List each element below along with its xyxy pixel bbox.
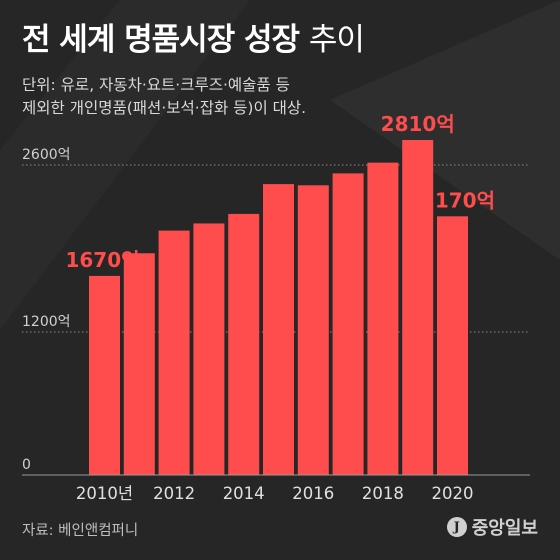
title-light: 추이 xyxy=(308,22,365,58)
bar-2020 xyxy=(437,216,468,475)
subtitle-line-2: 제외한 개인명품(패션·보석·잡화 등)이 대상. xyxy=(22,99,307,117)
bar-2016 xyxy=(297,185,329,475)
data-label-2010: 1670억 xyxy=(65,248,139,272)
y-tick-label: 2600억 xyxy=(22,147,71,163)
bar-2013 xyxy=(193,223,225,475)
publisher-logo: J 중앙일보 xyxy=(446,514,538,540)
title-bold: 전 세계 명품시장 성장 xyxy=(22,22,300,58)
y-tick-label: 1200억 xyxy=(22,314,71,330)
bar-2018 xyxy=(367,162,399,475)
bar-2017 xyxy=(332,173,364,475)
x-tick-label: 2014 xyxy=(223,484,265,503)
bar-2019 xyxy=(402,140,434,475)
subtitle-line-1: 단위: 유로, 자동차·요트·크루즈·예술품 등 xyxy=(22,76,290,94)
x-tick-label: 2018 xyxy=(362,484,404,503)
bar-2011 xyxy=(123,253,155,475)
logo-mark-icon: J xyxy=(446,517,467,537)
data-label-2019: 2810억 xyxy=(381,112,455,136)
y-tick-label: 0 xyxy=(22,457,31,473)
source-note: 자료: 베인앤컴퍼니 xyxy=(22,523,139,539)
x-tick-label: 2020 xyxy=(432,484,474,503)
bar-2012 xyxy=(158,230,190,475)
chart-subtitle: 단위: 유로, 자동차·요트·크루즈·예술품 등 제외한 개인명품(패션·보석·… xyxy=(22,74,306,120)
data-label-2020: 2170억 xyxy=(421,188,495,212)
x-tick-label: 2016 xyxy=(292,484,334,503)
chart-title: 전 세계 명품시장 성장 추이 xyxy=(22,14,365,59)
bar-2015 xyxy=(263,184,294,475)
bar-2014 xyxy=(228,213,260,475)
x-tick-label: 2012 xyxy=(153,484,195,503)
logo-text: 중앙일보 xyxy=(471,518,538,539)
x-tick-label: 2010년 xyxy=(76,484,133,503)
bar-2010 xyxy=(89,275,120,475)
